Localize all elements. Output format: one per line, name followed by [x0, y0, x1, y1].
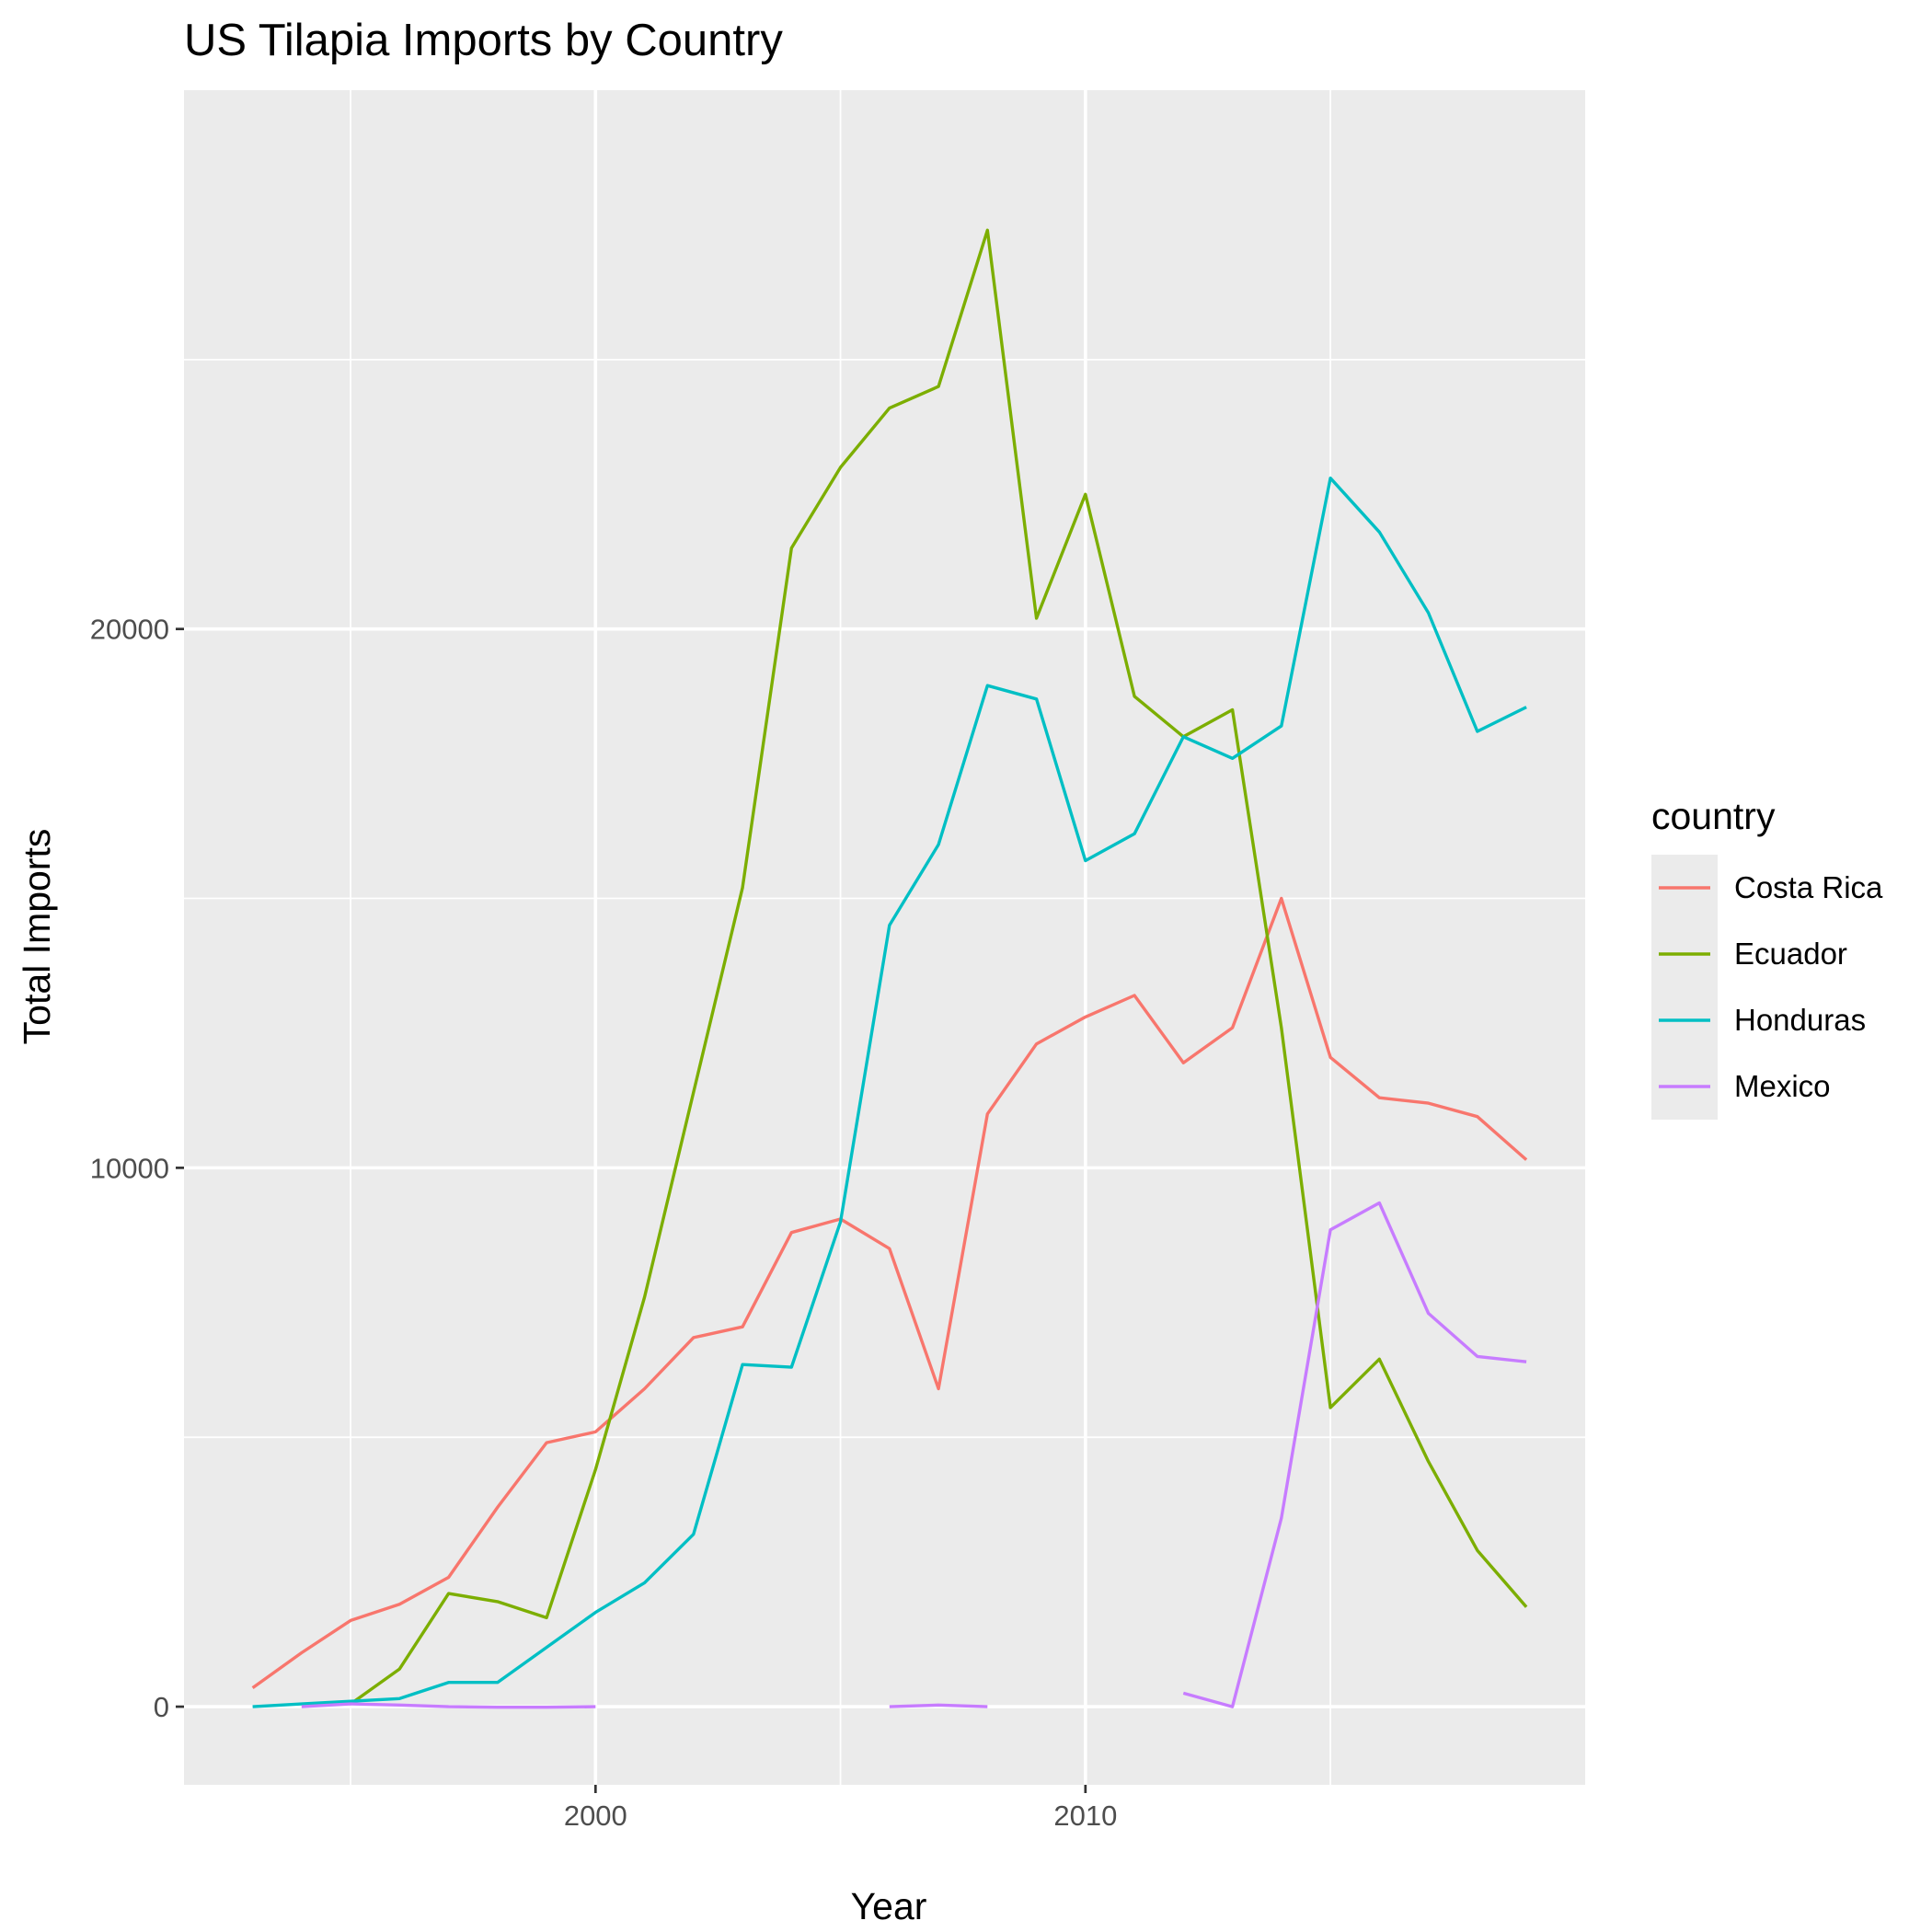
series-line-mexico: [889, 1703, 988, 1708]
x-tick-label: 2000: [564, 1800, 627, 1832]
series-line-ecuador: [350, 228, 1528, 1706]
series-line-mexico: [1182, 1201, 1527, 1708]
y-tick-label: 0: [154, 1691, 169, 1723]
x-tick-label: 2010: [1053, 1800, 1117, 1832]
legend-item-honduras: Honduras: [1659, 1003, 1866, 1037]
series-line-mexico: [301, 1702, 596, 1709]
legend-label: Ecuador: [1734, 937, 1847, 971]
y-axis: 0 10000 20000: [90, 614, 184, 1723]
series-line-costa-rica: [251, 896, 1528, 1689]
series-costa-rica: [251, 896, 1528, 1689]
legend-key-background: [1651, 855, 1718, 1120]
plot-panel: [184, 90, 1585, 1785]
legend-label: Costa Rica: [1734, 870, 1883, 904]
legend-item-costa-rica: Costa Rica: [1659, 870, 1883, 904]
legend-title: country: [1651, 795, 1776, 837]
series-layer: [251, 228, 1528, 1709]
legend-items: Costa Rica Ecuador Honduras Mexico: [1659, 870, 1883, 1103]
x-axis: 2000 2010: [564, 1785, 1117, 1832]
x-axis-label: Year: [851, 1885, 927, 1927]
y-tick-label: 20000: [90, 614, 169, 646]
series-ecuador: [350, 228, 1528, 1706]
y-tick-label: 10000: [90, 1152, 169, 1184]
legend-label: Mexico: [1734, 1069, 1831, 1103]
legend-item-ecuador: Ecuador: [1659, 937, 1847, 971]
series-honduras: [252, 477, 1527, 1708]
chart-title: US Tilapia Imports by Country: [184, 16, 783, 65]
y-axis-label: Total Imports: [16, 829, 58, 1045]
legend-label: Honduras: [1734, 1003, 1866, 1037]
series-mexico: [301, 1201, 1527, 1709]
grid-minor: [184, 90, 1585, 1785]
series-line-honduras: [252, 477, 1527, 1708]
legend: country Costa Rica Ecuador Honduras Mexico: [1651, 795, 1883, 1120]
legend-item-mexico: Mexico: [1659, 1069, 1831, 1103]
